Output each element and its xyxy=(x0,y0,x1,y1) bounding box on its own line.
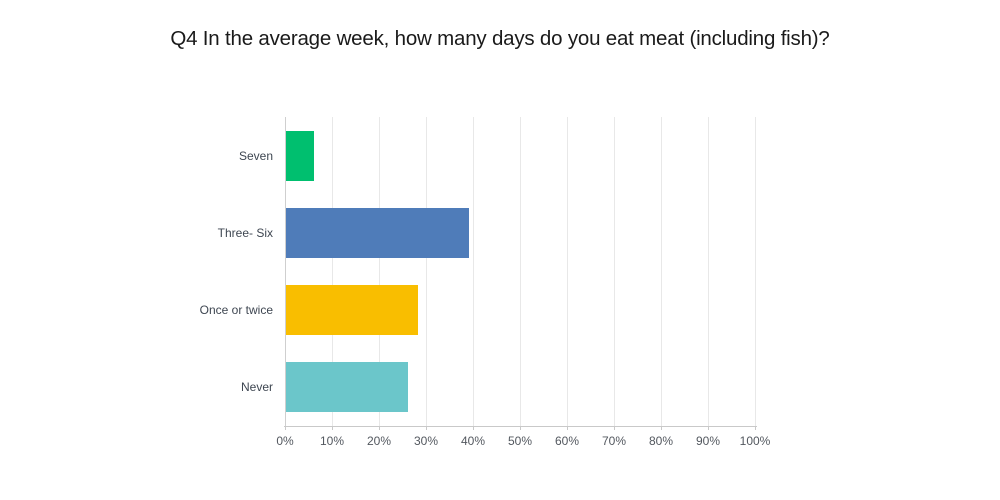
gridline-10% xyxy=(332,117,333,426)
x-axis-tick xyxy=(379,426,380,430)
x-tick-label-90%: 90% xyxy=(695,434,721,448)
category-label-never: Never xyxy=(240,380,273,395)
x-tick-label-20%: 20% xyxy=(366,434,392,448)
gridline-90% xyxy=(708,117,709,426)
x-tick-label-50%: 50% xyxy=(507,434,533,448)
category-label-once-or-twice: Once or twice xyxy=(199,303,273,318)
x-tick-label-100%: 100% xyxy=(739,434,771,448)
x-axis-tick xyxy=(567,426,568,430)
bar-seven xyxy=(286,130,315,181)
x-axis-tick xyxy=(285,426,286,430)
x-tick-label-10%: 10% xyxy=(319,434,345,448)
chart-title: Q4 In the average week, how many days do… xyxy=(170,27,830,50)
x-axis-line xyxy=(284,426,757,427)
x-axis-tick xyxy=(708,426,709,430)
x-tick-label-80%: 80% xyxy=(648,434,674,448)
y-axis-zero-line xyxy=(285,117,286,426)
gridline-70% xyxy=(614,117,615,426)
x-tick-label-60%: 60% xyxy=(554,434,580,448)
x-axis-tick xyxy=(426,426,427,430)
gridline-60% xyxy=(567,117,568,426)
category-label-three-six: Three- Six xyxy=(217,225,273,240)
gridline-20% xyxy=(379,117,380,426)
x-axis-tick xyxy=(614,426,615,430)
gridline-80% xyxy=(661,117,662,426)
x-axis-tick xyxy=(755,426,756,430)
x-tick-label-70%: 70% xyxy=(601,434,627,448)
gridline-100% xyxy=(755,117,756,426)
x-axis-tick xyxy=(332,426,333,430)
category-label-seven: Seven xyxy=(238,148,273,163)
x-axis-tick xyxy=(520,426,521,430)
bar-three-six xyxy=(286,207,470,258)
bar-never xyxy=(286,362,409,413)
gridline-40% xyxy=(473,117,474,426)
x-tick-label-30%: 30% xyxy=(413,434,439,448)
x-tick-label-0%: 0% xyxy=(276,434,294,448)
bar-once-or-twice xyxy=(286,285,418,336)
x-tick-label-40%: 40% xyxy=(460,434,486,448)
gridline-50% xyxy=(520,117,521,426)
gridline-30% xyxy=(426,117,427,426)
x-axis-tick xyxy=(473,426,474,430)
x-axis-tick xyxy=(661,426,662,430)
